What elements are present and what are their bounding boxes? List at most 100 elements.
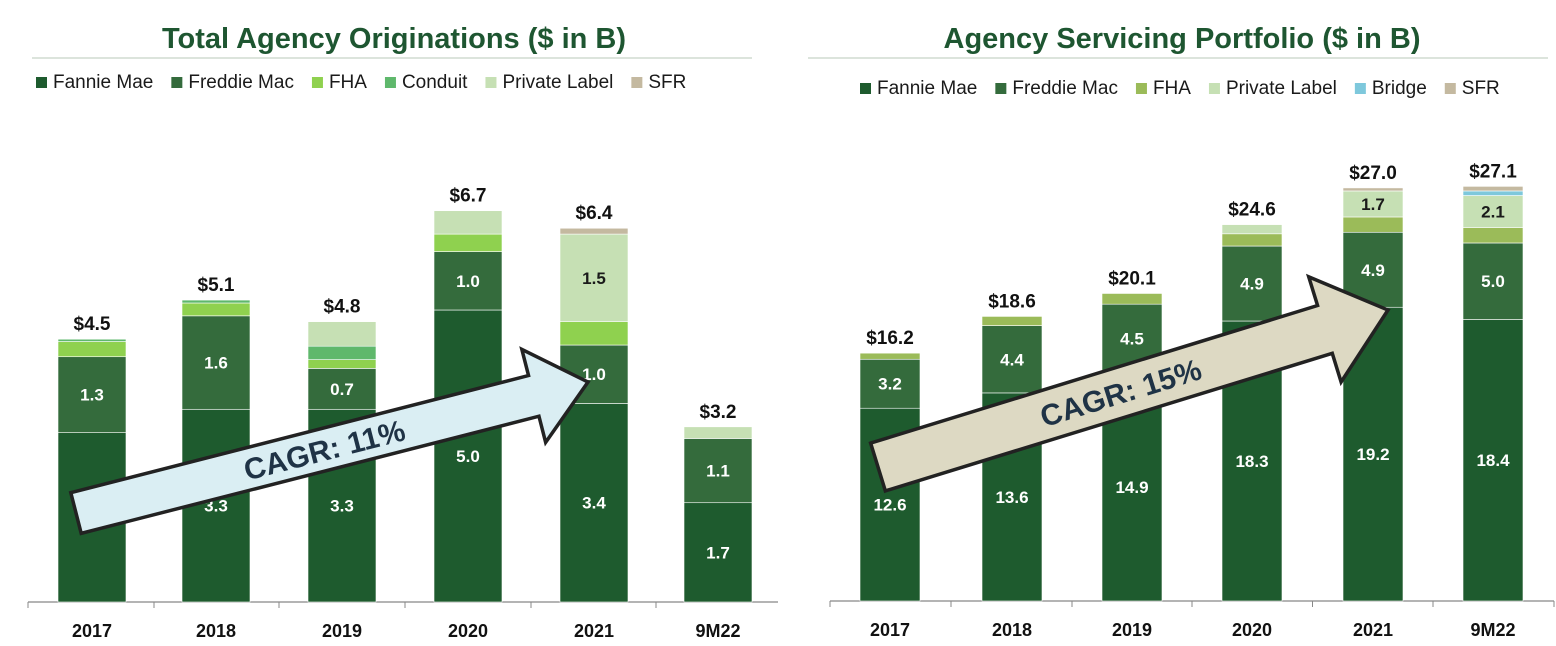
bar-segment-fannie-mae bbox=[1342, 306, 1404, 602]
total-label: $20.1 bbox=[1108, 268, 1156, 289]
bar-segment-private-label bbox=[433, 210, 503, 235]
chart-title: Agency Servicing Portfolio ($ in B) bbox=[944, 23, 1421, 55]
total-label: $4.5 bbox=[74, 314, 111, 335]
plot-area: 2.91.3$4.520173.31.6$5.120183.30.7$4.820… bbox=[27, 186, 778, 641]
data-label: 2.1 bbox=[1481, 203, 1505, 222]
legend-swatch bbox=[1354, 83, 1366, 94]
legend-swatch bbox=[311, 77, 323, 88]
legend-label: FHA bbox=[329, 72, 367, 93]
bar-segment-fha bbox=[1221, 233, 1283, 247]
bar-segment-fha bbox=[1101, 293, 1163, 305]
bar-segment-conduit bbox=[57, 338, 127, 342]
bar-segment-freddie-mac bbox=[181, 315, 251, 410]
data-label: 4.9 bbox=[1240, 275, 1264, 294]
cagr-arrow-shape bbox=[68, 346, 591, 536]
legend-swatch bbox=[171, 77, 183, 88]
legend-label: Fannie Mae bbox=[877, 78, 977, 99]
bar-segment-private-label bbox=[683, 426, 753, 439]
data-label: 1.5 bbox=[582, 269, 606, 288]
data-label: 3.4 bbox=[582, 494, 606, 513]
data-label: 1.7 bbox=[1361, 195, 1385, 214]
legend-swatch bbox=[36, 77, 47, 88]
x-tick-label: 9M22 bbox=[1470, 620, 1515, 640]
bar-segment-private-label bbox=[559, 233, 629, 322]
bar-segment-freddie-mac bbox=[981, 325, 1043, 394]
total-label: $16.2 bbox=[866, 328, 914, 349]
legend-label: SFR bbox=[648, 72, 686, 93]
total-label: $5.1 bbox=[198, 275, 235, 296]
bar-segment-freddie-mac bbox=[57, 356, 127, 433]
legend-swatch bbox=[1208, 83, 1220, 94]
bar-segment-fha bbox=[181, 302, 251, 317]
data-label: 4.9 bbox=[1361, 261, 1385, 280]
legend-item-freddie-mac: Freddie Mac bbox=[995, 78, 1118, 99]
bar-segment-fha bbox=[1342, 216, 1404, 233]
legend-swatch bbox=[860, 83, 871, 94]
data-label: 1.6 bbox=[204, 354, 228, 373]
legend-item-fannie-mae: Fannie Mae bbox=[860, 78, 977, 99]
legend-item-private-label: Private Label bbox=[1208, 78, 1337, 99]
legend-item-bridge: Bridge bbox=[1354, 78, 1427, 99]
x-tick-label: 2020 bbox=[1232, 620, 1272, 640]
bar-segment-sfr bbox=[559, 227, 629, 235]
bar-segment-sfr bbox=[1462, 186, 1524, 192]
bar-segment-fannie-mae bbox=[1462, 319, 1524, 602]
bar-segment-fha bbox=[981, 316, 1043, 326]
bar-9m22: 18.4 5.0 2.1 $27.1 bbox=[1462, 161, 1524, 602]
data-label: 18.3 bbox=[1235, 452, 1268, 471]
total-label: $18.6 bbox=[988, 291, 1036, 312]
data-label: 14.9 bbox=[1115, 478, 1148, 497]
data-label: 1.7 bbox=[706, 543, 730, 562]
total-label: $4.8 bbox=[324, 297, 361, 318]
data-label: 19.2 bbox=[1356, 445, 1389, 464]
data-label: 1.0 bbox=[456, 272, 480, 291]
originations-chart: Total Agency Originations ($ in B) Fanni… bbox=[27, 23, 778, 641]
data-label: 18.4 bbox=[1476, 451, 1510, 470]
total-label: $6.7 bbox=[450, 186, 487, 207]
data-label: 5.0 bbox=[456, 447, 480, 466]
chart-title: Total Agency Originations ($ in B) bbox=[162, 23, 626, 55]
bar-2018: 3.31.6$5.1 bbox=[181, 275, 251, 603]
total-label: $6.4 bbox=[576, 203, 613, 224]
x-tick-label: 2021 bbox=[574, 621, 614, 641]
chart-legend: Fannie Mae Freddie Mac FHA Private Label Bri… bbox=[860, 78, 1500, 99]
data-label: 1.3 bbox=[80, 386, 104, 405]
legend-label: Bridge bbox=[1372, 78, 1427, 99]
legend-swatch bbox=[485, 77, 497, 88]
bar-segment-fha bbox=[1462, 227, 1524, 244]
legend-item-freddie-mac: Freddie Mac bbox=[171, 72, 294, 93]
legend-item-conduit: Conduit bbox=[384, 72, 468, 93]
legend-item-fha: FHA bbox=[1135, 78, 1191, 99]
data-label: 4.4 bbox=[1000, 350, 1024, 369]
bar-segment-freddie-mac bbox=[683, 438, 753, 504]
total-label: $27.0 bbox=[1349, 163, 1397, 184]
legend-swatch bbox=[995, 83, 1007, 94]
x-tick-label: 2017 bbox=[72, 621, 112, 641]
legend-swatch bbox=[631, 77, 643, 88]
legend-label: Conduit bbox=[402, 72, 468, 93]
total-label: $3.2 bbox=[700, 402, 737, 423]
data-label: 13.6 bbox=[995, 488, 1028, 507]
legend-label: FHA bbox=[1153, 78, 1191, 99]
bar-segment-private-label bbox=[1221, 224, 1283, 235]
total-label: $27.1 bbox=[1469, 161, 1517, 182]
cagr-arrow-shape bbox=[868, 273, 1391, 494]
bar-2019: 14.9 4.5 $20.1 bbox=[1101, 268, 1163, 602]
x-tick-label: 2019 bbox=[322, 621, 362, 641]
legend-item-sfr: SFR bbox=[631, 72, 686, 93]
legend-label: Fannie Mae bbox=[53, 72, 153, 93]
x-tick-label: 2021 bbox=[1353, 620, 1393, 640]
bar-2017: 2.91.3$4.5 bbox=[57, 314, 127, 603]
legend-label: Private Label bbox=[1226, 78, 1337, 99]
bar-segment-fannie-mae bbox=[433, 309, 503, 603]
legend-swatch bbox=[1444, 83, 1456, 94]
data-label: 3.2 bbox=[878, 375, 902, 394]
bar-segment-fannie-mae bbox=[683, 502, 753, 603]
bar-segment-conduit bbox=[307, 345, 377, 360]
data-label: 12.6 bbox=[873, 496, 906, 515]
bar-segment-freddie-mac bbox=[859, 358, 921, 409]
bar-segment-freddie-mac bbox=[1462, 242, 1524, 320]
x-tick-label: 2018 bbox=[196, 621, 236, 641]
bar-segment-freddie-mac bbox=[307, 368, 377, 410]
